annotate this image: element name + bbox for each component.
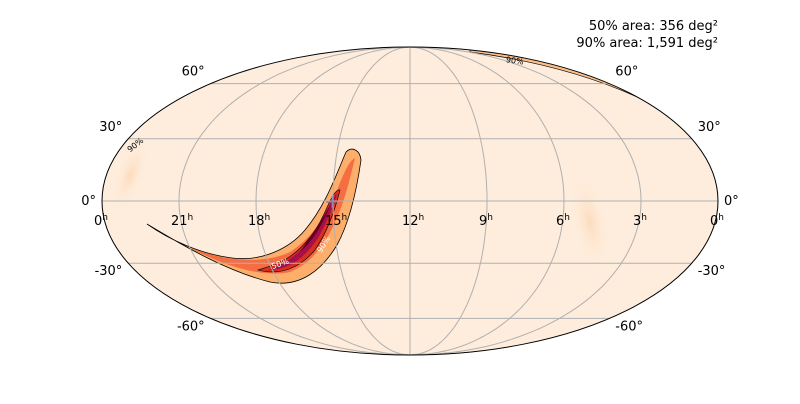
faint-band-west <box>111 137 149 213</box>
contour-label-90-north: 90% <box>505 55 524 66</box>
ra-tick-label: 21h <box>171 213 193 229</box>
ra-tick-label: 0h <box>710 213 724 229</box>
area-50-annotation: 50% area: 356 deg² <box>588 19 718 34</box>
area-90-annotation: 90% area: 1,591 deg² <box>576 36 718 51</box>
localization-marker <box>326 196 338 208</box>
ra-tick-label: 12h <box>402 213 424 229</box>
ra-tick-label: 6h <box>556 213 570 229</box>
sky-outline <box>101 46 719 356</box>
dec-tick-label-right: 60° <box>615 65 638 80</box>
arc-peak-region <box>268 194 337 270</box>
ra-tick-label: 0h <box>94 213 108 229</box>
dec-labels: 60° 60° 30° 30° 0° 0° -30° -30° -60° -60° <box>81 65 739 335</box>
dec-tick-label-left: -30° <box>95 264 123 279</box>
ra-tick-label: 15h <box>325 213 347 229</box>
faint-band-east <box>569 174 611 270</box>
ra-labels: 0h 21h 18h 15h 12h 9h 6h 3h 0h <box>94 213 724 229</box>
dec-tick-label-left: 60° <box>182 65 205 80</box>
dec-tick-label-right: 30° <box>698 120 721 135</box>
dec-tick-label-left: -60° <box>177 319 205 334</box>
dec-tick-label-left: 0° <box>81 194 96 209</box>
ra-tick-label: 3h <box>633 213 647 229</box>
dec-tick-label-left: 30° <box>99 120 122 135</box>
dec-tick-label-right: -30° <box>698 264 726 279</box>
probability-layer <box>111 48 713 284</box>
graticule <box>102 47 718 355</box>
ra-tick-label: 18h <box>248 213 270 229</box>
dec-tick-label-right: 0° <box>724 194 739 209</box>
ra-tick-label: 9h <box>479 213 493 229</box>
dec-tick-label-right: -60° <box>615 319 643 334</box>
